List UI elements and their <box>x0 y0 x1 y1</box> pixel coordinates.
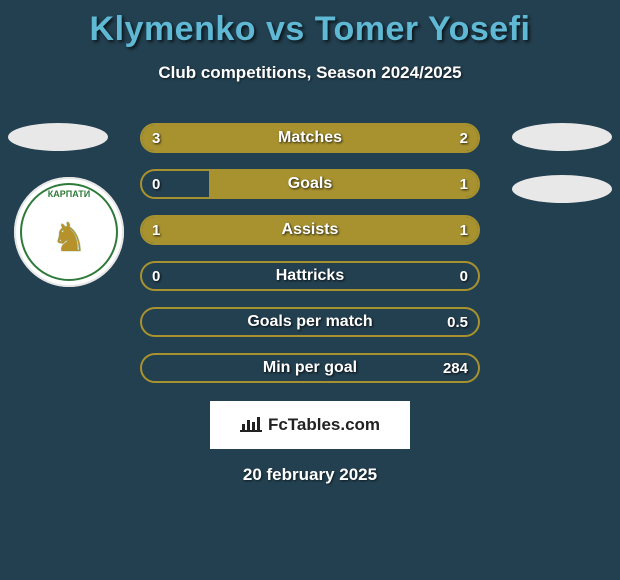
stat-bar-track <box>140 353 480 383</box>
stat-bar-track <box>140 307 480 337</box>
stat-bar-track <box>140 123 480 153</box>
stat-bar-track <box>140 169 480 199</box>
stat-bar-row: Matches32 <box>140 123 480 153</box>
stat-bar-right-fill <box>344 125 478 151</box>
player-left-logo-placeholder <box>8 123 108 151</box>
content-area: КАРПАТИ ♞ Matches32 Goals01 Assists11 Hattr… <box>0 123 620 383</box>
player-right-logo-placeholder-2 <box>512 175 612 203</box>
footer-date: 20 february 2025 <box>0 465 620 485</box>
stat-bar-row: Assists11 <box>140 215 480 245</box>
club-badge: КАРПАТИ ♞ <box>14 177 124 287</box>
brand-chart-icon <box>240 414 262 437</box>
stat-bar-right-fill <box>209 171 478 197</box>
stat-bar-track <box>140 215 480 245</box>
stat-bar-row: Goals per match0.5 <box>140 307 480 337</box>
club-badge-lion-icon: ♞ <box>51 215 87 261</box>
stat-bar-row: Hattricks00 <box>140 261 480 291</box>
stat-bar-left-fill <box>142 217 310 243</box>
stat-bar-row: Min per goal284 <box>140 353 480 383</box>
stat-bar-right-fill <box>310 217 478 243</box>
player-right-logo-placeholder-1 <box>512 123 612 151</box>
club-badge-text: КАРПАТИ <box>48 189 90 199</box>
stat-bar-track <box>140 261 480 291</box>
brand-text: FcTables.com <box>268 415 380 435</box>
comparison-subtitle: Club competitions, Season 2024/2025 <box>0 63 620 83</box>
stat-bar-row: Goals01 <box>140 169 480 199</box>
stat-bar-left-fill <box>142 125 344 151</box>
brand-box: FcTables.com <box>210 401 410 449</box>
stat-bars: Matches32 Goals01 Assists11 Hattricks00 Goal… <box>140 123 480 383</box>
comparison-title: Klymenko vs Tomer Yosefi <box>0 0 620 49</box>
